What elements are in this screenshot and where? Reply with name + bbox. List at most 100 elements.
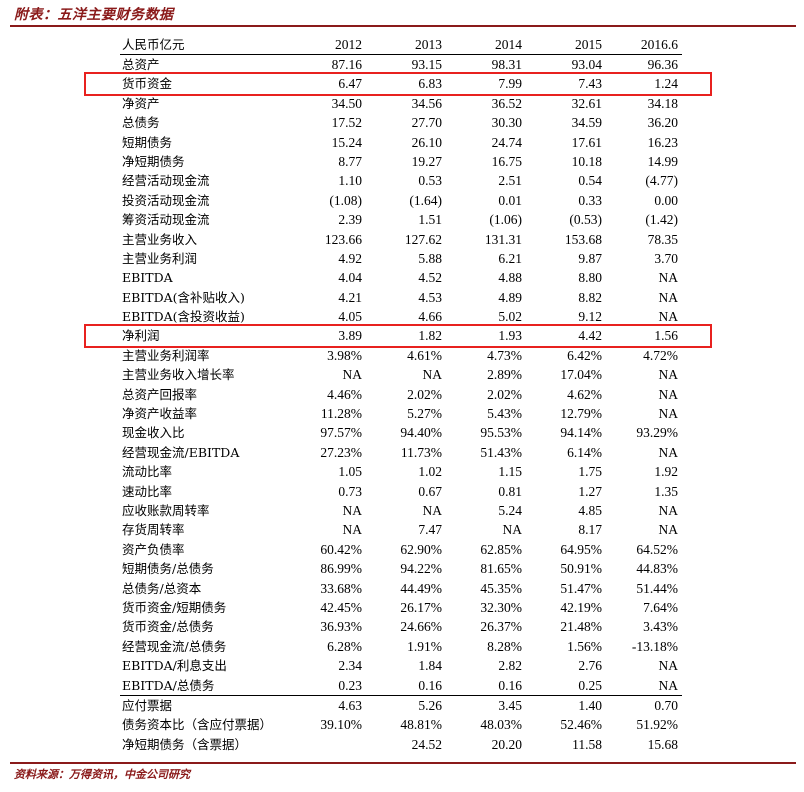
row-value: 0.67	[418, 483, 442, 499]
table-row: 货币资金/短期债务 42.45% 26.17% 32.30% 42.19% 7.64%	[120, 598, 682, 617]
row-value: 34.18	[647, 95, 678, 111]
row-value: 6.42%	[567, 347, 602, 363]
row-value: 60.42%	[320, 541, 362, 557]
table-row: 货币资金/总债务 36.93% 24.66% 26.37% 21.48% 3.43%	[120, 617, 682, 636]
row-value: 0.25	[578, 677, 602, 693]
table-row: 应付票据 4.63 5.26 3.45 1.40 0.70	[120, 696, 682, 715]
table-row: 经营活动现金流 1.10 0.53 2.51 0.54 (4.77)	[120, 171, 682, 190]
row-value: 1.51	[418, 212, 442, 228]
row-value: NA	[658, 309, 679, 325]
row-label: 货币资金/总债务	[122, 619, 214, 635]
row-value: NA	[658, 677, 679, 693]
row-value: 4.85	[578, 502, 602, 518]
row-label: 经营活动现金流	[122, 173, 210, 189]
row-value: 50.91%	[560, 561, 602, 577]
row-value: 34.59	[571, 115, 602, 131]
table-row: 货币资金 6.47 6.83 7.99 7.43 1.24	[120, 74, 682, 93]
table-row: 筹资活动现金流 2.39 1.51 (1.06) (0.53) (1.42)	[120, 210, 682, 229]
row-value: 8.82	[578, 289, 602, 305]
row-label: 总债务/总资本	[122, 580, 202, 596]
header-unit-label: 人民币亿元	[122, 37, 185, 52]
row-value: 64.95%	[560, 541, 602, 557]
title-divider	[10, 25, 796, 27]
row-value: 1.92	[654, 464, 678, 480]
row-label: 净资产收益率	[122, 406, 198, 422]
row-value: NA	[658, 406, 679, 422]
row-value: 2.34	[338, 658, 362, 674]
row-value: 4.73%	[487, 347, 522, 363]
row-value: 27.70	[411, 115, 442, 131]
row-value: 87.16	[331, 57, 362, 72]
table-row: 净资产 34.50 34.56 36.52 32.61 34.18	[120, 94, 682, 113]
row-value: 4.42	[578, 328, 602, 344]
row-value: 17.04%	[560, 367, 602, 383]
row-value: 51.92%	[636, 717, 678, 733]
row-label: EBITDA(含补贴收入)	[122, 289, 245, 305]
row-value: 1.35	[654, 483, 678, 499]
row-label: 总资产	[122, 57, 160, 72]
row-value: 7.99	[498, 76, 522, 92]
row-value: (1.42)	[645, 212, 678, 228]
row-value: 2.02%	[487, 386, 522, 402]
row-label: 货币资金	[122, 76, 173, 92]
row-value: 7.43	[578, 76, 602, 92]
row-label: 净利润	[122, 328, 160, 344]
row-label: 主营业务收入增长率	[122, 367, 235, 383]
row-label: 应付票据	[122, 697, 173, 713]
header-year: 2015	[575, 37, 602, 52]
row-value: 4.66	[418, 309, 442, 325]
row-value: 4.88	[498, 270, 522, 286]
table-row: 净资产收益率 11.28% 5.27% 5.43% 12.79% NA	[120, 404, 682, 423]
row-value: 32.61	[571, 95, 602, 111]
row-value: 1.24	[654, 76, 678, 92]
row-value: 3.45	[498, 697, 522, 713]
row-label: 速动比率	[122, 483, 173, 499]
row-value: 4.05	[338, 309, 362, 325]
row-value: 2.82	[498, 658, 522, 674]
row-value: 8.17	[578, 522, 602, 538]
row-value: 4.62%	[567, 386, 602, 402]
row-value: 1.27	[578, 483, 602, 499]
row-label: 经营现金流/总债务	[122, 638, 227, 654]
row-value: 1.56	[654, 328, 678, 344]
row-value: 62.85%	[480, 541, 522, 557]
table-row: EBITDA 4.04 4.52 4.88 8.80 NA	[120, 268, 682, 287]
row-value: 1.93	[498, 328, 522, 344]
row-value: 93.29%	[636, 425, 678, 441]
header-year: 2012	[335, 37, 362, 52]
row-value: 0.53	[418, 173, 442, 189]
row-value: 6.21	[498, 250, 522, 266]
row-value: 3.89	[338, 328, 362, 344]
row-value: 0.23	[338, 677, 362, 693]
table-title: 附表：五洋主要财务数据	[14, 7, 174, 23]
row-value: 48.81%	[400, 717, 442, 733]
row-value: 39.10%	[320, 717, 362, 733]
row-value: 34.56	[411, 95, 442, 111]
table-row: EBITDA(含投资收益) 4.05 4.66 5.02 9.12 NA	[120, 307, 682, 326]
table-row: EBITDA/利息支出 2.34 1.84 2.82 2.76 NA	[120, 656, 682, 675]
row-value: 24.52	[411, 736, 442, 752]
row-label: 净短期债务	[122, 153, 185, 169]
row-value: NA	[342, 522, 363, 538]
row-value: 33.68%	[320, 580, 362, 596]
row-value: 98.31	[491, 57, 522, 72]
row-value: NA	[658, 658, 679, 674]
row-value: 81.65%	[480, 561, 522, 577]
row-value: 1.84	[418, 658, 442, 674]
row-label: 资产负债率	[122, 541, 185, 557]
row-value: NA	[658, 522, 679, 538]
row-value: 123.66	[324, 231, 362, 247]
table-body: 总资产 87.16 93.15 98.31 93.04 96.36 货币资金 6.47 6.83…	[120, 55, 682, 754]
table-row: 总资产 87.16 93.15 98.31 93.04 96.36	[120, 55, 682, 74]
row-value: 94.14%	[560, 425, 602, 441]
row-value: (1.08)	[329, 192, 362, 208]
table-row: 存货周转率 NA 7.47 NA 8.17 NA	[120, 520, 682, 539]
row-value: 7.64%	[643, 599, 678, 615]
row-value: 2.39	[338, 212, 362, 228]
row-value: 44.83%	[636, 561, 678, 577]
table-row: 现金收入比 97.57% 94.40% 95.53% 94.14% 93.29%	[120, 423, 682, 442]
table-row: 净短期债务（含票据） 24.52 20.20 11.58 15.68	[120, 735, 682, 754]
row-value: 4.63	[338, 697, 362, 713]
row-label: 短期债务	[122, 134, 173, 150]
row-label: 主营业务收入	[122, 231, 198, 247]
